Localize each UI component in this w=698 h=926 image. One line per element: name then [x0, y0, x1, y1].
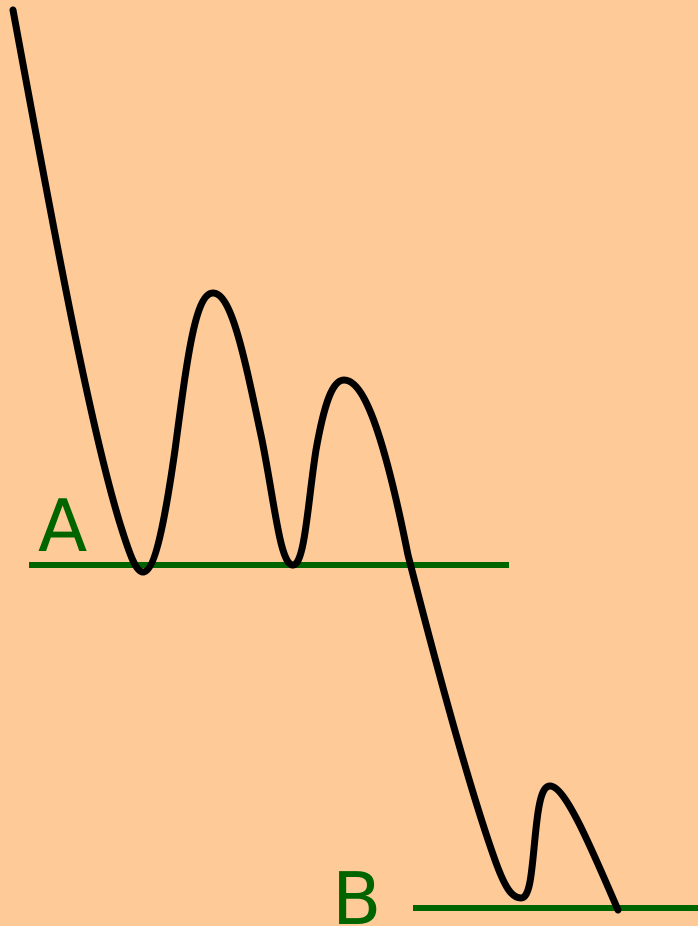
level-label-a: A [38, 484, 87, 568]
level-label-b: B [332, 857, 381, 926]
potential-curve [9, 6, 622, 914]
